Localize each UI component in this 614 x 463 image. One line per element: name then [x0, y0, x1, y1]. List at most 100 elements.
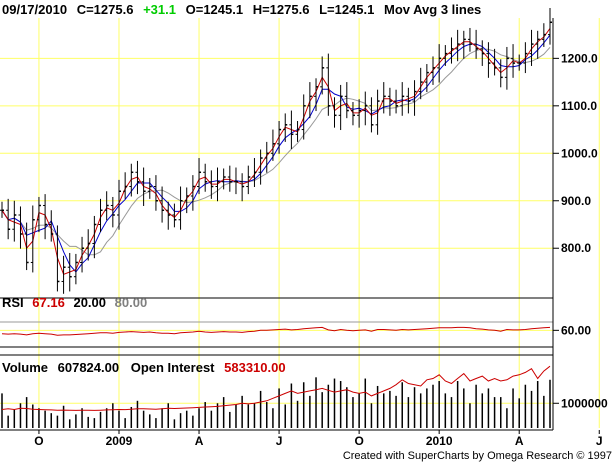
- rsi-series-line: [1, 326, 551, 336]
- price-axis-label: 1100.0: [561, 99, 597, 113]
- header-close: C=1275.6: [77, 2, 134, 17]
- price-bar: [30, 205, 35, 273]
- price-bar: [18, 206, 23, 249]
- price-bar: [541, 23, 546, 47]
- price-bar: [492, 48, 497, 76]
- price-bar: [307, 82, 312, 119]
- price-bar: [166, 201, 171, 230]
- price-axis-label: 800.0: [561, 241, 591, 255]
- price-bar: [338, 84, 343, 131]
- rsi-axis: 60.00: [553, 323, 591, 337]
- open-interest-label: Open Interest: [131, 360, 215, 375]
- time-axis-label: 2009: [106, 434, 133, 448]
- price-bar: [147, 177, 152, 199]
- price-bar: [252, 158, 257, 187]
- price-axis-label: 1000.0: [561, 146, 598, 160]
- price-bar: [461, 30, 466, 59]
- price-axis: 800.0 900.0 1000.0 1100.0 1200.0: [553, 51, 598, 255]
- open-interest-line: [1, 365, 551, 411]
- price-bar: [184, 187, 189, 214]
- time-axis-label: J: [596, 434, 603, 448]
- price-bar: [369, 97, 374, 133]
- price-bar: [67, 252, 72, 292]
- header-change: +31.1: [143, 2, 176, 17]
- price-bar: [363, 91, 368, 126]
- price-bar: [153, 175, 158, 211]
- time-axis-label: O: [34, 434, 43, 448]
- price-bar: [443, 45, 448, 66]
- price-bar: [431, 56, 436, 85]
- price-bar: [529, 29, 534, 66]
- price-bar: [221, 168, 226, 190]
- rsi-value: 67.16: [32, 295, 65, 310]
- price-bar: [6, 198, 11, 240]
- price-bar: [141, 167, 146, 206]
- time-axis-label: A: [515, 434, 524, 448]
- price-bar: [400, 82, 405, 116]
- time-axis-label: O: [354, 434, 363, 448]
- price-bar: [412, 80, 417, 116]
- price-bar: [209, 170, 214, 199]
- moving-average-medium: [1, 34, 551, 273]
- price-axis-label: 900.0: [561, 194, 591, 208]
- rsi-low-level: 20.00: [73, 295, 106, 310]
- header-line: 09/17/2010 C=1275.6 +31.1 O=1245.1 H=127…: [2, 2, 481, 17]
- price-bar: [277, 121, 282, 154]
- header-low: L=1245.1: [319, 2, 374, 17]
- rsi-axis-label: 60.00: [561, 323, 591, 337]
- price-bar: [535, 30, 540, 59]
- volume-axis-label: 1000000: [561, 396, 608, 410]
- price-bar: [172, 203, 177, 228]
- price-bar: [36, 196, 41, 233]
- header-open: O=1245.1: [186, 2, 243, 17]
- price-bar: [110, 196, 115, 228]
- price-bar: [486, 42, 491, 78]
- header-high: H=1275.6: [253, 2, 310, 17]
- moving-average-lines: [1, 28, 551, 275]
- price-bar: [320, 56, 325, 95]
- price-bar: [350, 102, 355, 126]
- time-axis: O 2009 A J O 2010 A J: [34, 430, 603, 448]
- price-bar: [270, 129, 275, 161]
- price-bar: [233, 167, 238, 195]
- price-bar: [80, 236, 85, 273]
- credit-text: Created with SuperCharts by Omega Resear…: [343, 450, 612, 462]
- volume-value: 607824.00: [58, 360, 119, 375]
- price-bar: [12, 200, 17, 242]
- price-bar: [517, 54, 522, 71]
- open-interest-value: 583310.00: [224, 360, 285, 375]
- price-bar: [455, 29, 460, 62]
- price-bar: [227, 165, 232, 192]
- open-interest-series-line: [1, 365, 551, 411]
- price-bar: [467, 27, 472, 52]
- price-bar: [357, 99, 362, 128]
- price-bar: [314, 78, 319, 112]
- price-bar: [326, 53, 331, 116]
- price-bar: [258, 149, 263, 185]
- price-bar: [332, 97, 337, 128]
- price-bar: [73, 253, 78, 285]
- price-bar: [86, 229, 91, 261]
- time-axis-label: A: [195, 434, 204, 448]
- moving-average-slow: [1, 46, 551, 256]
- price-bar: [418, 67, 423, 100]
- price-bar: [387, 87, 392, 116]
- rsi-line: [1, 326, 551, 336]
- price-bar: [98, 198, 103, 233]
- price-bar: [480, 40, 485, 66]
- price-bar: [197, 158, 202, 195]
- price-bar: [437, 44, 442, 83]
- price-bar: [104, 191, 109, 221]
- price-bar: [135, 160, 140, 195]
- price-bar: [129, 163, 134, 197]
- price-bar: [215, 167, 220, 202]
- rsi-high-level: 80.00: [115, 295, 148, 310]
- price-bar: [264, 141, 269, 173]
- price-bar: [246, 165, 251, 195]
- price-bar: [0, 201, 4, 218]
- price-bar: [55, 225, 60, 292]
- time-axis-label: 2010: [426, 434, 453, 448]
- price-bar: [283, 113, 288, 142]
